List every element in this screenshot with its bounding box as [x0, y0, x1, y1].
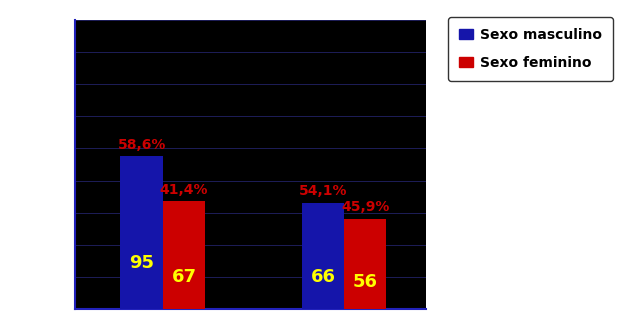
Text: 41,4%: 41,4% [160, 183, 208, 197]
Bar [163, 201, 205, 309]
Y-axis label: Número de indivíduos: Número de indivíduos [25, 79, 39, 250]
Text: 45,9%: 45,9% [341, 200, 389, 215]
Text: 58,6%: 58,6% [118, 138, 166, 152]
Text: 56: 56 [352, 273, 377, 291]
Text: 67: 67 [172, 268, 197, 286]
Legend: Sexo masculino, Sexo feminino: Sexo masculino, Sexo feminino [448, 17, 613, 81]
Bar [302, 203, 344, 309]
Text: 95: 95 [129, 254, 154, 272]
Bar [120, 157, 163, 309]
Text: 54,1%: 54,1% [299, 184, 347, 198]
Text: 66: 66 [310, 268, 336, 287]
Bar [344, 219, 386, 309]
